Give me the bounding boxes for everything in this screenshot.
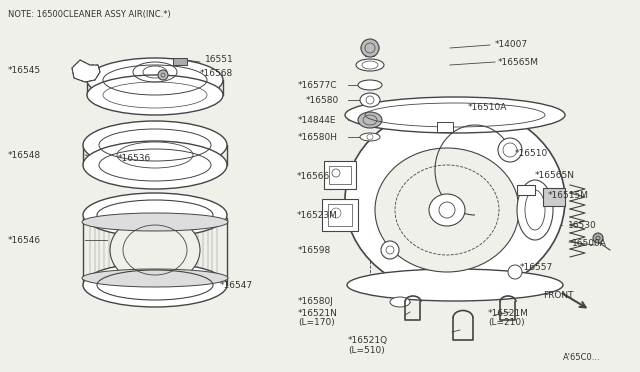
Ellipse shape bbox=[358, 112, 382, 128]
Bar bbox=[322, 199, 358, 231]
Ellipse shape bbox=[358, 80, 382, 90]
Text: (L=210): (L=210) bbox=[488, 318, 525, 327]
Text: *14007: *14007 bbox=[495, 39, 528, 48]
Text: *16565N: *16565N bbox=[535, 170, 575, 180]
Text: (L=170): (L=170) bbox=[298, 318, 335, 327]
Ellipse shape bbox=[345, 105, 565, 295]
Text: *16546: *16546 bbox=[8, 235, 41, 244]
Ellipse shape bbox=[82, 269, 228, 287]
Text: *16557: *16557 bbox=[520, 263, 553, 272]
Text: *16580: *16580 bbox=[306, 96, 339, 105]
Ellipse shape bbox=[83, 193, 227, 237]
Text: *16536: *16536 bbox=[118, 154, 151, 163]
Text: *16521N: *16521N bbox=[298, 308, 338, 317]
Circle shape bbox=[158, 70, 168, 80]
Ellipse shape bbox=[87, 58, 223, 102]
Text: *16565M: *16565M bbox=[498, 58, 539, 67]
Text: *16547: *16547 bbox=[220, 280, 253, 289]
Text: 16530: 16530 bbox=[568, 221, 596, 230]
Text: 16500A: 16500A bbox=[572, 238, 607, 247]
Ellipse shape bbox=[375, 148, 519, 272]
Text: A'65C0...: A'65C0... bbox=[563, 353, 600, 362]
Bar bbox=[173, 58, 187, 65]
Bar bbox=[329, 166, 351, 184]
Text: *16545: *16545 bbox=[8, 65, 41, 74]
Text: 16551: 16551 bbox=[205, 55, 234, 64]
Text: *16521Q: *16521Q bbox=[348, 336, 388, 344]
Ellipse shape bbox=[517, 180, 553, 240]
Text: *16510A: *16510A bbox=[468, 103, 508, 112]
Ellipse shape bbox=[429, 194, 465, 226]
Ellipse shape bbox=[83, 141, 227, 189]
Text: *16580H: *16580H bbox=[298, 132, 338, 141]
Ellipse shape bbox=[390, 297, 410, 307]
Text: *16548: *16548 bbox=[8, 151, 41, 160]
Circle shape bbox=[508, 265, 522, 279]
Bar bbox=[328, 204, 352, 226]
Text: FRONT: FRONT bbox=[543, 292, 573, 301]
Circle shape bbox=[498, 138, 522, 162]
Polygon shape bbox=[72, 60, 100, 82]
Ellipse shape bbox=[356, 59, 384, 71]
Bar bbox=[324, 161, 356, 189]
Bar bbox=[543, 188, 565, 206]
Ellipse shape bbox=[87, 75, 223, 115]
Text: *16521M: *16521M bbox=[488, 308, 529, 317]
Text: *16566: *16566 bbox=[297, 171, 330, 180]
Text: *16568: *16568 bbox=[200, 68, 233, 77]
Circle shape bbox=[361, 39, 379, 57]
Ellipse shape bbox=[360, 93, 380, 107]
Circle shape bbox=[593, 233, 603, 243]
Text: *16510: *16510 bbox=[515, 148, 548, 157]
Ellipse shape bbox=[360, 133, 380, 141]
Bar bbox=[437, 122, 453, 132]
Text: *16523M: *16523M bbox=[297, 211, 338, 219]
Text: *14844E: *14844E bbox=[298, 115, 337, 125]
Ellipse shape bbox=[110, 215, 200, 285]
Text: *16515M: *16515M bbox=[548, 190, 589, 199]
Circle shape bbox=[381, 241, 399, 259]
Ellipse shape bbox=[345, 97, 565, 133]
Text: *16580J: *16580J bbox=[298, 298, 334, 307]
Text: (L=510): (L=510) bbox=[348, 346, 385, 355]
Ellipse shape bbox=[83, 121, 227, 169]
Text: *16577C: *16577C bbox=[298, 80, 337, 90]
Ellipse shape bbox=[83, 263, 227, 307]
Text: *16598: *16598 bbox=[298, 246, 332, 254]
Text: NOTE: 16500CLEANER ASSY AIR(INC.*): NOTE: 16500CLEANER ASSY AIR(INC.*) bbox=[8, 10, 171, 19]
Ellipse shape bbox=[347, 269, 563, 301]
Ellipse shape bbox=[82, 213, 228, 231]
Bar bbox=[517, 185, 535, 195]
